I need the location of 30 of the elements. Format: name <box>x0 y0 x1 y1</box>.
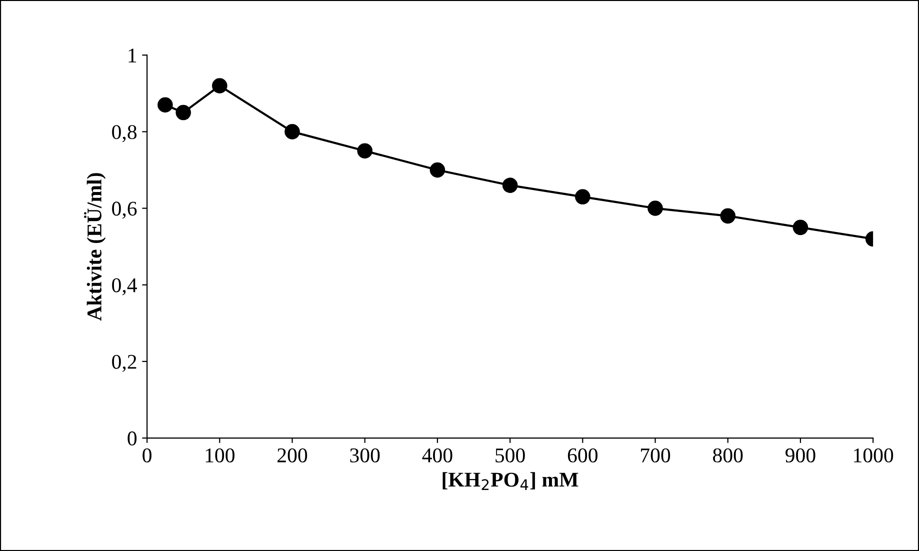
x-tick-label: 1000 <box>854 448 894 462</box>
x-tick-label: 600 <box>568 448 598 462</box>
point <box>284 124 300 140</box>
point <box>575 189 590 204</box>
point <box>792 220 808 236</box>
x-tick-label: 100 <box>206 448 234 462</box>
x-tick-label: 400 <box>422 448 452 462</box>
x-tick-label: 200 <box>278 448 308 462</box>
y-tick-label: 0 <box>128 431 137 446</box>
x-tick-label: 300 <box>350 448 380 462</box>
y-tick-label: 0,4 <box>112 278 137 296</box>
point <box>176 104 191 120</box>
y-tick-label: 0,6 <box>112 202 137 219</box>
point <box>357 143 372 158</box>
point <box>720 208 736 224</box>
point <box>158 97 173 113</box>
x-tick-label: 0 <box>142 448 152 462</box>
point <box>430 162 446 178</box>
x-tick-label: 700 <box>640 448 670 462</box>
x-tick-label: 500 <box>496 448 525 462</box>
y-axis-title: Aktivite (EÜ/ml) <box>84 173 106 321</box>
x-tick-label: 800 <box>713 448 743 462</box>
x-axis-title: [KH$_{2}$PO$_{4}$] mM <box>442 472 578 490</box>
point <box>212 78 228 94</box>
y-tick-label: 0,2 <box>112 354 136 372</box>
point <box>648 200 663 216</box>
y-tick-label: 1 <box>128 48 136 62</box>
y-tick-label: 0,8 <box>112 125 137 142</box>
x-tick-label: 900 <box>785 448 816 462</box>
point <box>502 178 518 193</box>
